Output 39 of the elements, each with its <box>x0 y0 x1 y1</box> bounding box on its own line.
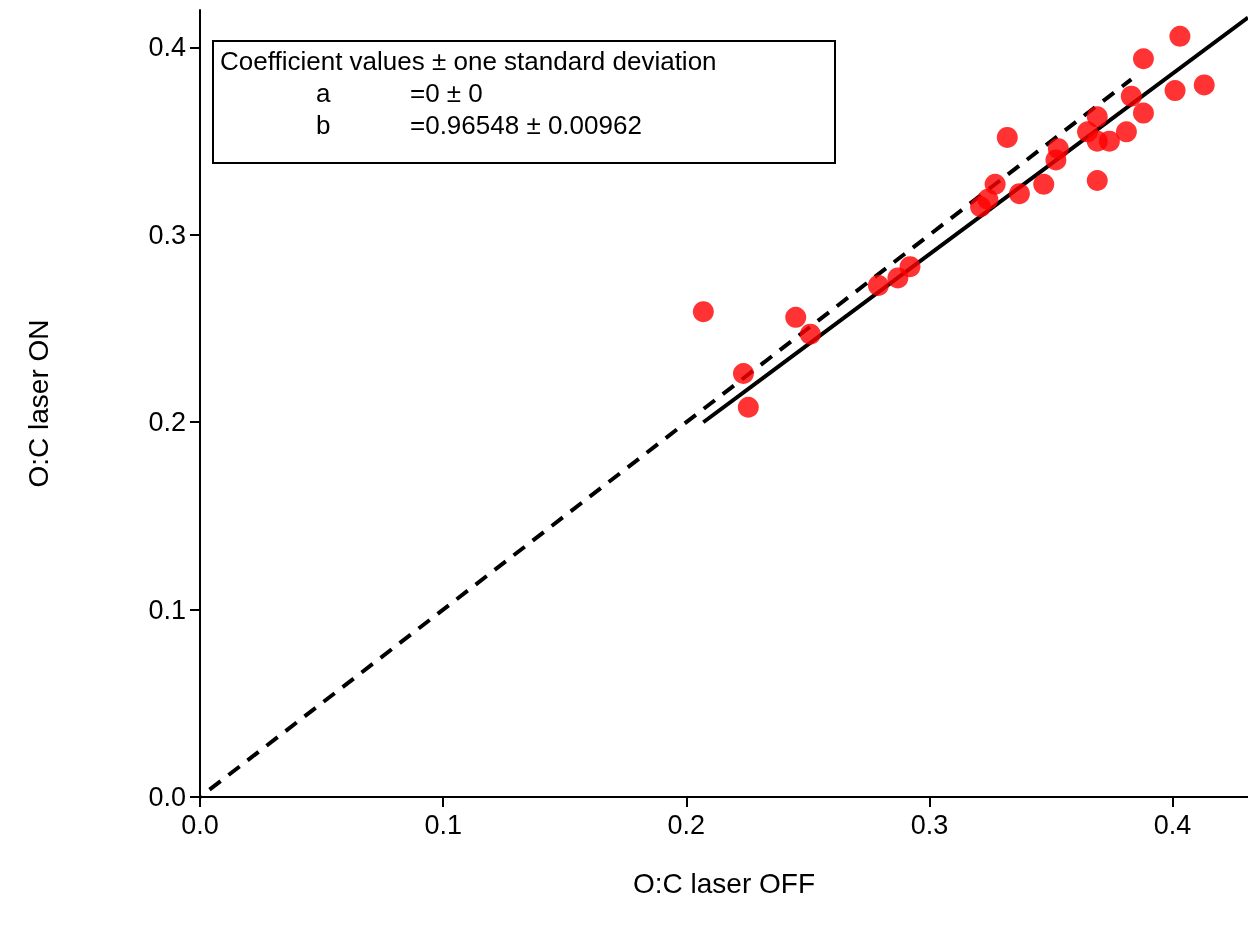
point <box>692 301 714 323</box>
x-tick-label: 0.1 <box>424 809 462 840</box>
point <box>1132 48 1154 70</box>
point <box>1008 183 1030 205</box>
annotation: a <box>316 78 331 108</box>
point <box>1193 74 1215 96</box>
point <box>1120 85 1142 107</box>
point <box>1047 138 1069 160</box>
point <box>996 126 1018 148</box>
point <box>785 306 807 328</box>
x-tick-label: 0.3 <box>910 809 949 840</box>
point <box>867 274 889 296</box>
annotation: =0.96548 ± 0.00962 <box>410 110 642 140</box>
point <box>1164 80 1186 102</box>
x-tick-label: 0.0 <box>181 809 219 840</box>
point <box>737 396 759 418</box>
point <box>1086 106 1108 128</box>
annotation: =0 ± 0 <box>410 78 483 108</box>
point <box>1115 121 1137 143</box>
x-axis-title: O:C laser OFF <box>632 867 816 899</box>
point <box>1132 102 1154 124</box>
y-tick-label: 0.0 <box>148 782 186 812</box>
point <box>984 173 1006 195</box>
point <box>1033 173 1055 195</box>
point <box>799 323 821 345</box>
y-tick-label: 0.4 <box>148 32 186 63</box>
y-tick-label: 0.1 <box>148 594 186 625</box>
point <box>1098 130 1120 152</box>
annotation: b <box>316 110 331 140</box>
point <box>899 256 921 278</box>
point <box>1086 170 1108 192</box>
y-tick-label: 0.2 <box>148 407 186 438</box>
annotation: Coefficient values ± one standard deviation <box>220 46 717 76</box>
y-tick-label: 0.3 <box>148 219 186 250</box>
x-tick-label: 0.4 <box>1153 809 1192 840</box>
point <box>1169 25 1191 47</box>
x-tick-label: 0.2 <box>667 809 706 840</box>
y-axis-title: O:C laser ON <box>22 319 54 488</box>
point <box>732 363 754 385</box>
